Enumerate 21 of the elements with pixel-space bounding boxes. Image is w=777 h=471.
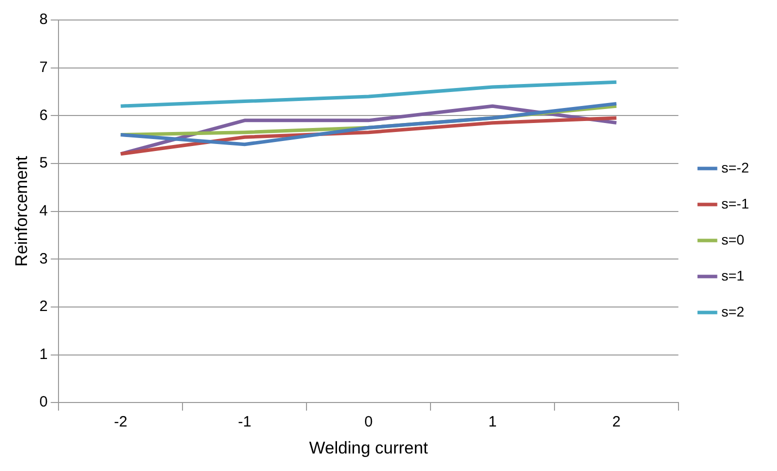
x-tick-label: 0 — [364, 414, 373, 431]
x-tick-label: 2 — [612, 414, 621, 431]
y-tick-label: 7 — [39, 58, 48, 76]
legend-label: s=2 — [721, 303, 745, 320]
y-tick-label: 8 — [39, 11, 48, 28]
y-tick-label: 3 — [39, 250, 48, 268]
legend-label: s=1 — [721, 267, 745, 284]
y-tick-label: 4 — [39, 202, 48, 220]
x-tick-label: -1 — [238, 414, 252, 431]
y-tick-label: 0 — [39, 394, 48, 411]
y-tick-label: 1 — [39, 346, 48, 363]
y-tick-label: 5 — [39, 154, 48, 172]
legend-label: s=-2 — [721, 159, 750, 176]
x-tick-label: 1 — [488, 414, 497, 431]
y-tick-label: 2 — [39, 298, 48, 316]
y-axis-title: Reinforcement — [12, 156, 31, 267]
x-axis-title: Welding current — [309, 438, 428, 458]
y-tick-label: 6 — [39, 106, 48, 124]
legend-label: s=-1 — [721, 195, 750, 212]
x-tick-label: -2 — [114, 414, 128, 431]
legend-label: s=0 — [721, 231, 745, 248]
